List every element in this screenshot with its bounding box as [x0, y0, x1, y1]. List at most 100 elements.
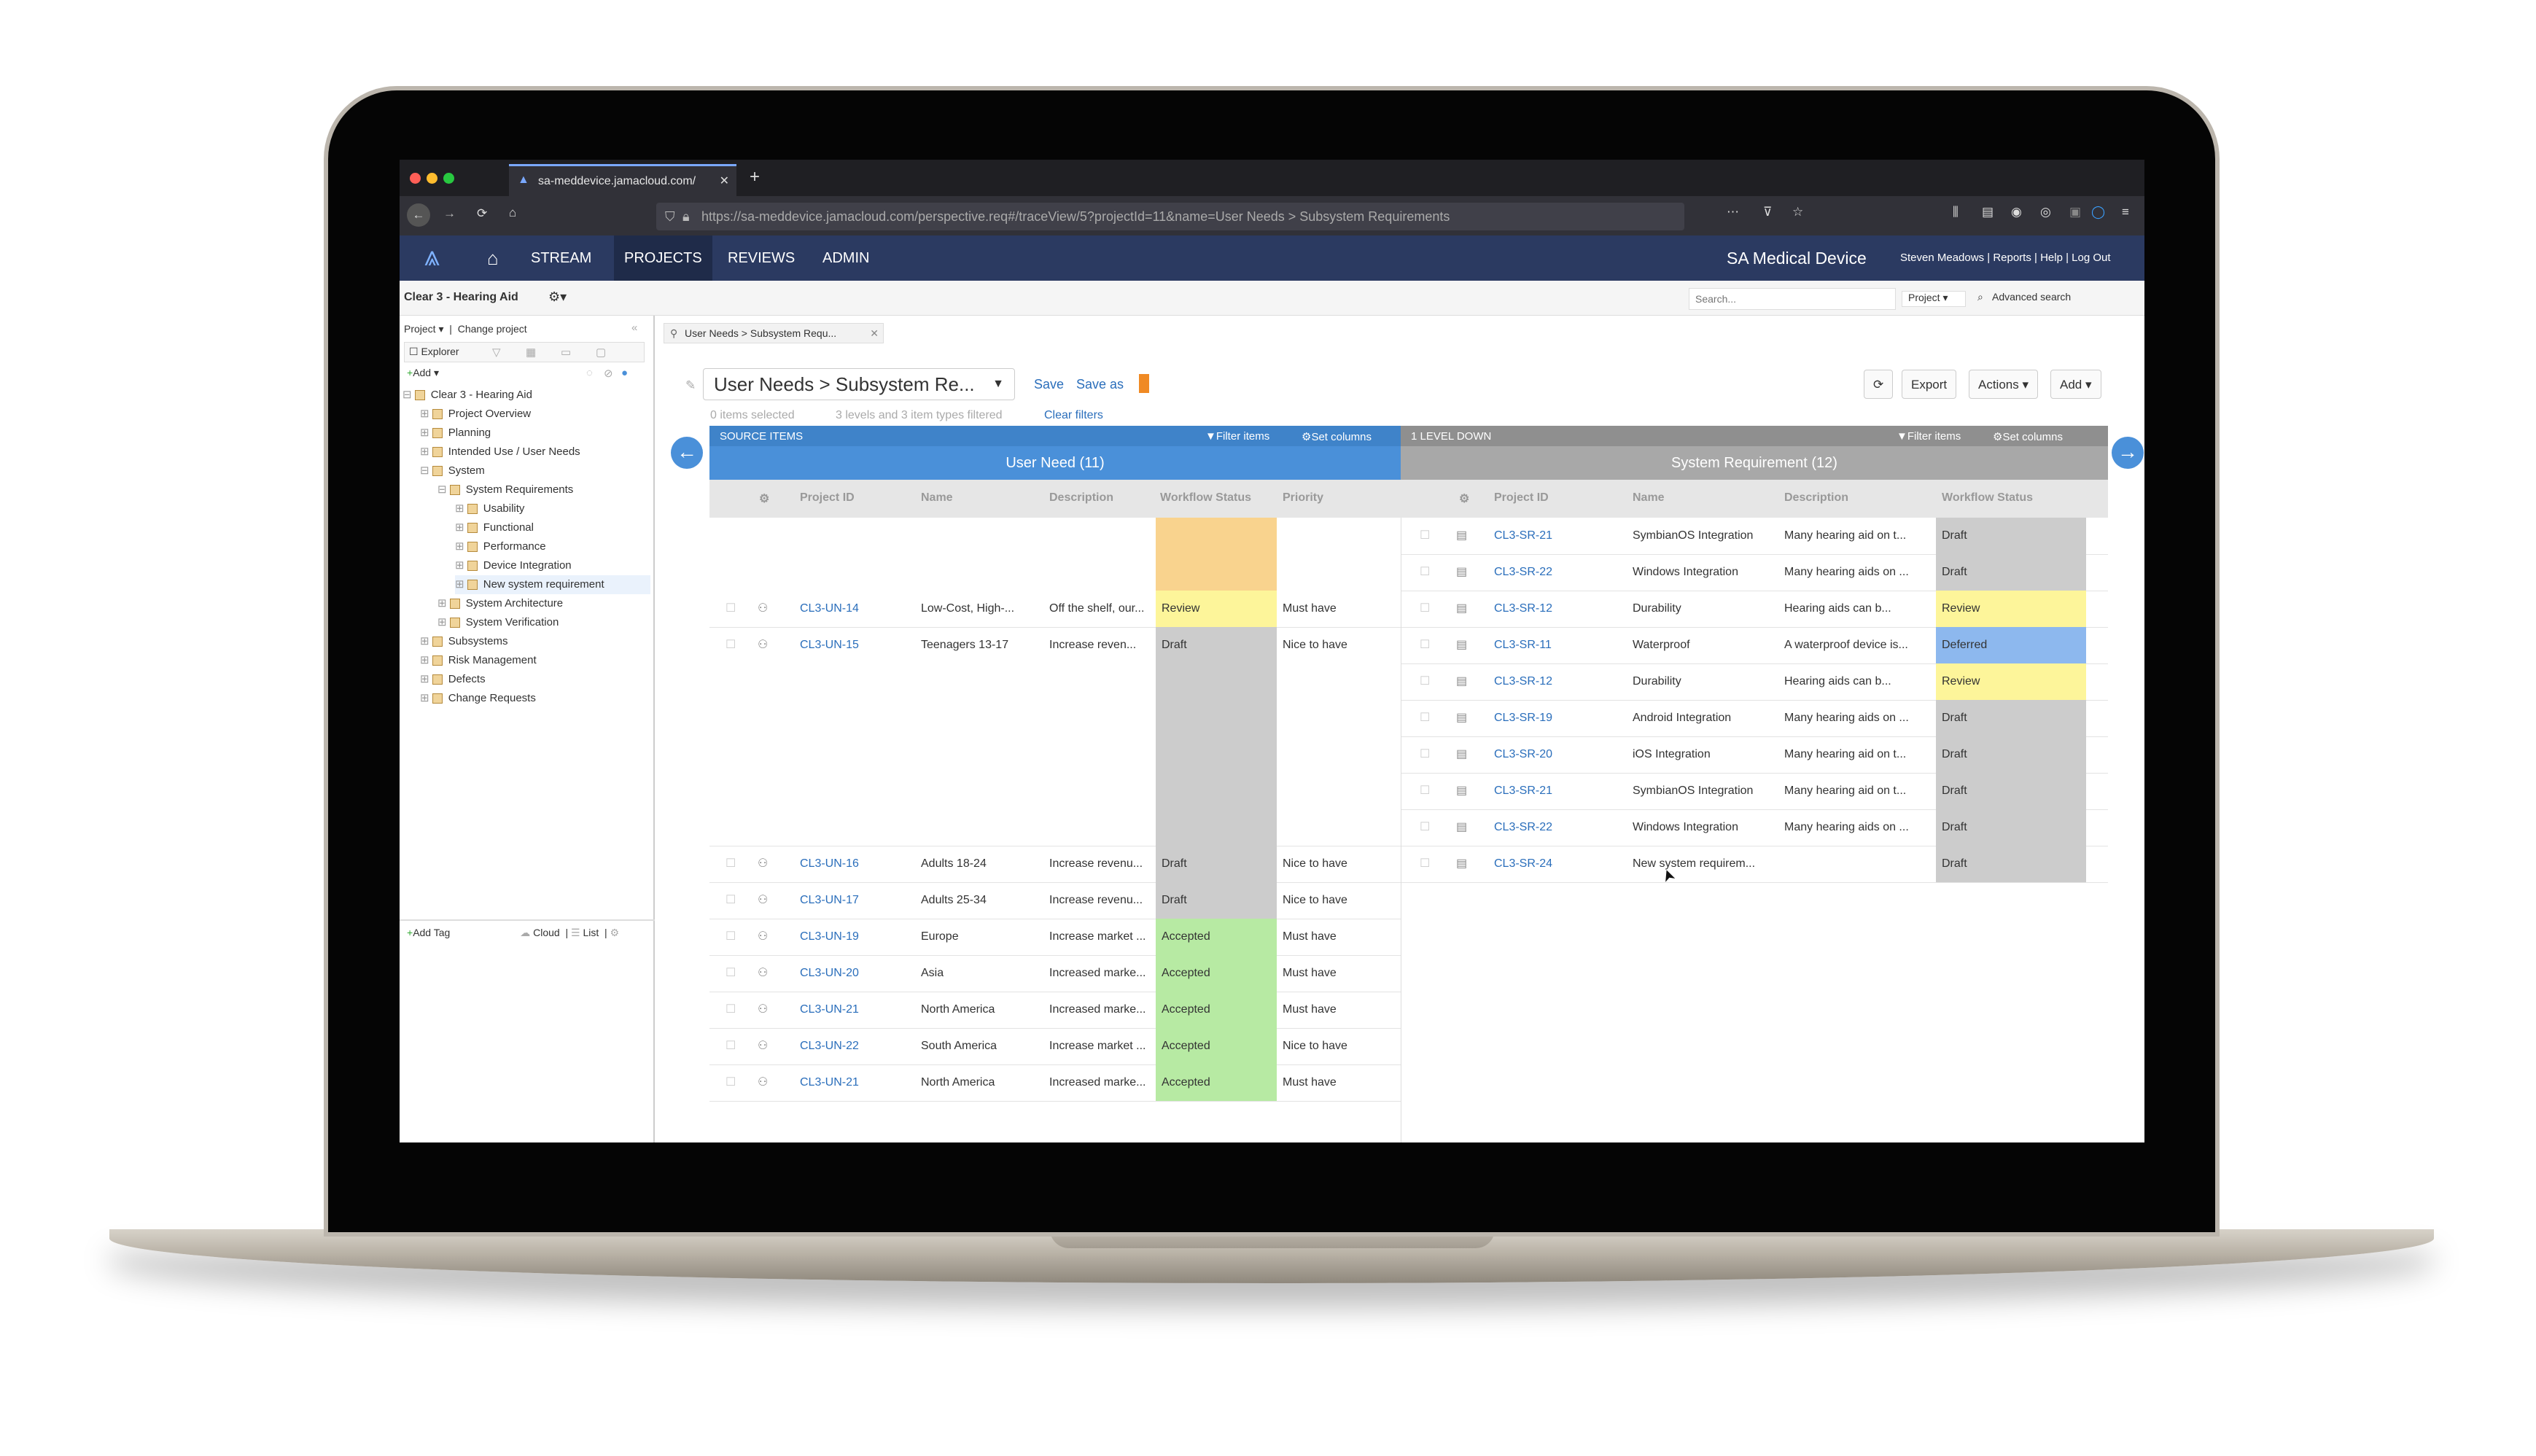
- add-tag-button[interactable]: Add Tag: [413, 927, 451, 938]
- target-col-name[interactable]: Name: [1633, 491, 1665, 504]
- refresh-tree-icon[interactable]: ◌: [586, 367, 593, 379]
- window-view-icon[interactable]: ▭: [561, 346, 572, 359]
- target-col-status[interactable]: Workflow Status: [1942, 491, 2034, 504]
- expand-toggle-icon[interactable]: ⊞: [420, 408, 432, 420]
- tree-item[interactable]: ⊞ New system requirement: [455, 575, 650, 594]
- view-selector[interactable]: User Needs > Subsystem Re... ▼: [703, 368, 1015, 400]
- expand-toggle-icon[interactable]: ⊟: [420, 464, 432, 477]
- url-input[interactable]: ⛉ 🔒︎ https://sa-meddevice.jamacloud.com/…: [656, 203, 1684, 230]
- row-checkbox[interactable]: ☐: [1420, 748, 1431, 760]
- target-id-link[interactable]: CL3-SR-11: [1494, 639, 1552, 651]
- target-id-link[interactable]: CL3-SR-21: [1494, 785, 1553, 797]
- close-window-icon[interactable]: [410, 173, 421, 184]
- change-project-link[interactable]: Change project: [457, 323, 527, 335]
- row-checkbox[interactable]: ☐: [1420, 857, 1431, 870]
- tree-item[interactable]: ⊞ Device Integration: [455, 556, 572, 575]
- source-col-priority[interactable]: Priority: [1283, 491, 1324, 504]
- search-icon[interactable]: ⌕: [1977, 291, 1983, 303]
- row-checkbox[interactable]: ☐: [1420, 821, 1431, 833]
- target-id-link[interactable]: CL3-SR-12: [1494, 675, 1553, 688]
- bookmark-icon[interactable]: [1139, 374, 1149, 393]
- row-checkbox[interactable]: ☐: [726, 857, 736, 870]
- close-view-tab-icon[interactable]: ✕: [870, 327, 879, 339]
- browser-tab[interactable]: ▲ sa-meddevice.jamacloud.com/ ✕: [509, 164, 736, 196]
- source-id-link[interactable]: CL3-UN-14: [800, 602, 859, 615]
- row-checkbox[interactable]: ☐: [726, 967, 736, 979]
- tree-item[interactable]: ⊞ Performance: [455, 537, 546, 556]
- new-tab-icon[interactable]: +: [750, 167, 761, 187]
- tree-item[interactable]: ⊞ Risk Management: [420, 651, 537, 670]
- source-id-link[interactable]: CL3-UN-21: [800, 1076, 859, 1089]
- home-nav-icon[interactable]: ⌂: [487, 247, 499, 269]
- source-col-status[interactable]: Workflow Status: [1160, 491, 1252, 504]
- tree-item[interactable]: ⊞ Usability: [455, 499, 524, 518]
- source-id-link[interactable]: CL3-UN-17: [800, 894, 859, 906]
- view-tab[interactable]: ⚲ User Needs > Subsystem Requ... ✕: [664, 323, 884, 343]
- user-name-link[interactable]: Steven Meadows: [1900, 252, 1985, 264]
- extension-icon[interactable]: ◎: [2040, 205, 2051, 219]
- row-checkbox[interactable]: ☐: [1420, 529, 1431, 542]
- row-checkbox[interactable]: ☐: [1420, 675, 1431, 688]
- row-checkbox[interactable]: ☐: [726, 930, 736, 943]
- source-id-link[interactable]: CL3-UN-15: [800, 639, 859, 651]
- next-level-button[interactable]: →: [2112, 437, 2144, 469]
- tree-item[interactable]: ⊟ System Requirements: [437, 480, 573, 499]
- search-scope-select[interactable]: Project ▾: [1902, 291, 1966, 307]
- target-id-link[interactable]: CL3-SR-19: [1494, 712, 1553, 724]
- source-id-link[interactable]: CL3-UN-21: [800, 1003, 859, 1016]
- row-checkbox[interactable]: ☐: [1420, 602, 1431, 615]
- expand-toggle-icon[interactable]: ⊞: [420, 692, 432, 704]
- home-icon[interactable]: ⌂: [509, 206, 517, 219]
- explorer-tab[interactable]: ☐ Explorer: [409, 346, 459, 357]
- expand-toggle-icon[interactable]: ⊟: [402, 389, 415, 401]
- nav-stream[interactable]: STREAM: [531, 250, 592, 266]
- reports-link[interactable]: Reports: [1993, 252, 2031, 264]
- row-checkbox[interactable]: ☐: [726, 1040, 736, 1052]
- source-id-link[interactable]: CL3-UN-20: [800, 967, 859, 979]
- close-tab-icon[interactable]: ✕: [719, 175, 729, 187]
- row-checkbox[interactable]: ☐: [1420, 639, 1431, 651]
- tree-item[interactable]: ⊞ Planning: [420, 424, 491, 443]
- refresh-button[interactable]: ⟳: [1864, 370, 1894, 399]
- link-tree-icon[interactable]: ⊘: [604, 367, 613, 380]
- expand-toggle-icon[interactable]: ⊞: [420, 635, 432, 647]
- extension-2-icon[interactable]: ▣: [2069, 205, 2082, 219]
- maximize-window-icon[interactable]: [443, 173, 454, 184]
- reload-icon[interactable]: ⟳: [477, 206, 488, 220]
- account-icon[interactable]: ◉: [2011, 205, 2022, 219]
- source-id-link[interactable]: CL3-UN-19: [800, 930, 859, 943]
- row-checkbox[interactable]: ☐: [726, 1003, 736, 1016]
- source-id-link[interactable]: CL3-UN-16: [800, 857, 859, 870]
- save-as-link[interactable]: Save as: [1076, 377, 1124, 392]
- nav-reviews[interactable]: REVIEWS: [728, 250, 796, 266]
- row-checkbox[interactable]: ☐: [726, 639, 736, 651]
- expand-toggle-icon[interactable]: ⊞: [455, 521, 467, 534]
- grid-view-icon[interactable]: ▦: [526, 346, 537, 359]
- tree-item[interactable]: ⊞ Change Requests: [420, 689, 536, 708]
- jama-logo-icon[interactable]: ⩓: [424, 241, 440, 272]
- target-id-link[interactable]: CL3-SR-12: [1494, 602, 1553, 615]
- minimize-window-icon[interactable]: [427, 173, 437, 184]
- target-id-link[interactable]: CL3-SR-20: [1494, 748, 1553, 760]
- expand-toggle-icon[interactable]: ⊞: [455, 502, 467, 515]
- menu-icon[interactable]: ≡: [2122, 205, 2129, 219]
- tree-item[interactable]: ⊞ Subsystems: [420, 632, 507, 651]
- expand-toggle-icon[interactable]: ⊞: [437, 597, 450, 610]
- project-dropdown[interactable]: Project: [404, 323, 436, 335]
- target-id-link[interactable]: CL3-SR-22: [1494, 821, 1553, 833]
- row-checkbox[interactable]: ☐: [1420, 566, 1431, 578]
- source-col-description[interactable]: Description: [1049, 491, 1114, 504]
- tag-settings-icon[interactable]: ⚙: [610, 927, 620, 938]
- tree-item[interactable]: ⊞ Project Overview: [420, 405, 531, 424]
- advanced-search-link[interactable]: Advanced search: [1992, 291, 2072, 303]
- target-col-description[interactable]: Description: [1784, 491, 1849, 504]
- nav-admin[interactable]: ADMIN: [822, 250, 870, 266]
- source-col-name[interactable]: Name: [921, 491, 953, 504]
- forward-icon[interactable]: →: [443, 206, 456, 220]
- nav-projects[interactable]: PROJECTS: [614, 235, 712, 281]
- filter-icon[interactable]: ▽: [492, 346, 501, 359]
- info-tree-icon[interactable]: ●: [621, 367, 629, 379]
- expand-toggle-icon[interactable]: ⊞: [455, 559, 467, 572]
- search-input[interactable]: [1689, 288, 1896, 310]
- tree-item[interactable]: ⊞ System Architecture: [437, 594, 563, 613]
